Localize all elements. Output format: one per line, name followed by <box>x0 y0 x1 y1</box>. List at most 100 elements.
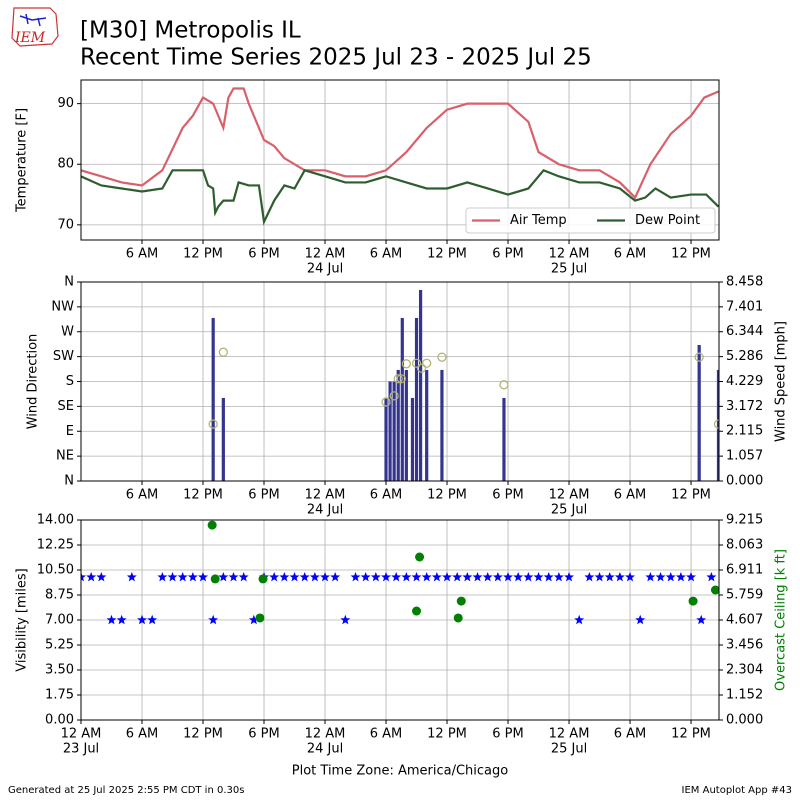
y-axis-label: Temperature [F] <box>15 108 30 213</box>
subtitle: Recent Time Series 2025 Jul 23 - 2025 Ju… <box>80 45 592 71</box>
ceiling-point <box>688 596 698 606</box>
y-tick-label: 12.25 <box>37 538 74 553</box>
visibility-point <box>340 614 351 625</box>
x-tick-label: 12 AM <box>549 247 590 262</box>
x-tick-label: 12 PM <box>427 488 467 503</box>
y2-tick-label: 2.115 <box>726 424 763 439</box>
bar <box>502 397 506 481</box>
y-tick-label: 70 <box>57 217 74 232</box>
x-tick-label: 12 AM <box>61 727 102 742</box>
x-tick-label: 12 AM <box>549 488 590 503</box>
x-tick-label: 6 AM <box>126 488 159 503</box>
visibility-point <box>675 571 686 582</box>
bar <box>404 369 408 481</box>
y2-tick-label: 0.000 <box>726 713 763 728</box>
y-tick-label: N <box>64 474 74 489</box>
y-tick-label: 14.00 <box>37 513 74 528</box>
visibility-point <box>401 571 412 582</box>
visibility-point <box>218 571 229 582</box>
x-tick-label: 6 AM <box>614 247 647 262</box>
visibility-point <box>472 571 483 582</box>
y-tick-label: 10.50 <box>37 563 74 578</box>
visibility-point <box>503 571 513 582</box>
y2-tick-label: 3.456 <box>726 637 763 652</box>
visibility-point <box>706 571 717 582</box>
visibility-point <box>320 571 330 582</box>
x-tick-label: 12 PM <box>671 488 711 503</box>
visibility-point <box>442 571 452 582</box>
direction-point <box>381 397 391 407</box>
x-tick-label: 6 PM <box>492 727 523 742</box>
visibility-point <box>177 571 188 582</box>
ceiling-point <box>207 520 217 530</box>
y-tick-label: NW <box>51 299 74 314</box>
visibility-point <box>686 571 696 582</box>
y-tick-label: W <box>61 324 74 339</box>
visibility-point <box>147 614 158 625</box>
footer-left: Generated at 25 Jul 2025 2:55 PM CDT in … <box>8 785 244 796</box>
y-tick-label: E <box>66 424 74 439</box>
y2-tick-label: 6.911 <box>726 563 763 578</box>
y-tick-label: 90 <box>57 96 74 111</box>
visibility-point <box>81 571 86 582</box>
x-tick-label: 12 AM <box>549 727 590 742</box>
y-tick-label: 3.50 <box>45 663 74 678</box>
legend-box <box>465 207 716 234</box>
y-tick-label: N <box>64 275 74 290</box>
y2-axis-label: Wind Speed [mph] <box>774 321 789 442</box>
y2-axis-label: Overcast Ceiling [k ft] <box>774 549 789 691</box>
x-tick-label: 12 PM <box>183 727 223 742</box>
ceiling-point <box>412 606 422 616</box>
visibility-point <box>391 571 402 582</box>
logo-text: IEM <box>14 30 46 46</box>
visibility-point <box>208 614 219 625</box>
bar <box>392 381 396 481</box>
visibility-point <box>116 614 127 625</box>
y2-tick-label: 5.286 <box>726 349 763 364</box>
y2-tick-label: 7.401 <box>726 299 763 314</box>
visibility-point <box>574 614 585 625</box>
x-tick-label: 6 AM <box>126 247 159 262</box>
direction-point <box>393 374 403 384</box>
logo: IEM <box>11 7 59 47</box>
y-tick-label: 1.75 <box>45 688 74 703</box>
visibility-point <box>564 571 574 582</box>
x-tick-label: 6 AM <box>370 727 403 742</box>
x-tick-label: 12 PM <box>427 727 467 742</box>
plot-area <box>208 289 719 481</box>
visibility-point <box>279 571 290 582</box>
x-tick-label: 6 AM <box>126 727 159 742</box>
ceiling-point <box>710 585 719 595</box>
ceiling-point <box>210 574 220 584</box>
y-tick-label: SW <box>53 349 74 364</box>
y-tick-label: 80 <box>57 157 74 172</box>
ceiling-point <box>255 613 265 623</box>
x-date-label: 25 Jul <box>551 503 587 518</box>
visibility-point <box>513 571 524 582</box>
direction-point <box>713 419 719 429</box>
y2-tick-label: 0.000 <box>726 474 763 489</box>
direction-point <box>208 419 218 429</box>
visibility-point <box>696 614 707 625</box>
bar <box>716 369 719 481</box>
visibility-point <box>553 571 564 582</box>
visibility-point <box>350 571 361 582</box>
visibility-point <box>655 571 666 582</box>
direction-point <box>401 359 412 369</box>
visibility-point <box>360 571 371 582</box>
bar <box>440 369 444 481</box>
visibility-point <box>269 571 280 582</box>
visibility-point <box>330 571 341 582</box>
y2-tick-label: 4.229 <box>726 374 763 389</box>
visibility-point <box>381 571 391 582</box>
y2-tick-label: 8.458 <box>726 275 763 290</box>
bar <box>221 397 225 481</box>
title: [M30] Metropolis IL <box>80 18 301 44</box>
visibility-point <box>299 571 310 582</box>
y-tick-label: 8.75 <box>45 588 74 603</box>
x-tick-label: 6 PM <box>248 247 279 262</box>
visibility-point <box>533 571 544 582</box>
y2-tick-label: 5.759 <box>726 588 763 603</box>
x-date-label: 24 Jul <box>307 262 343 277</box>
